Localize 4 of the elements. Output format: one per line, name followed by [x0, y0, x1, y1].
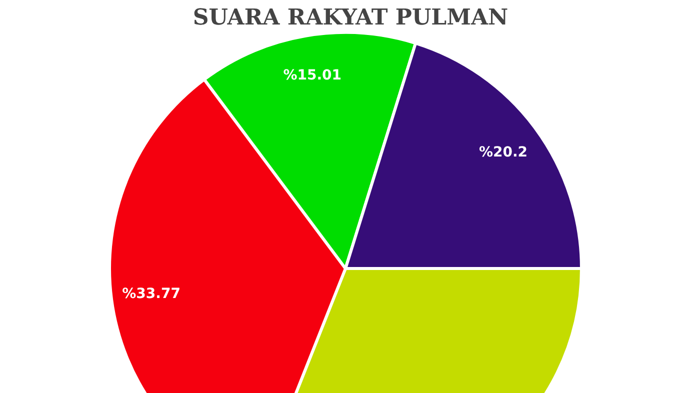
data-label: %33.77 [122, 286, 180, 302]
data-label: %15.01 [283, 67, 342, 84]
data-label: %20.2 [478, 144, 528, 160]
chart-title: SUARA RAKYAT PULMAN [192, 4, 508, 30]
